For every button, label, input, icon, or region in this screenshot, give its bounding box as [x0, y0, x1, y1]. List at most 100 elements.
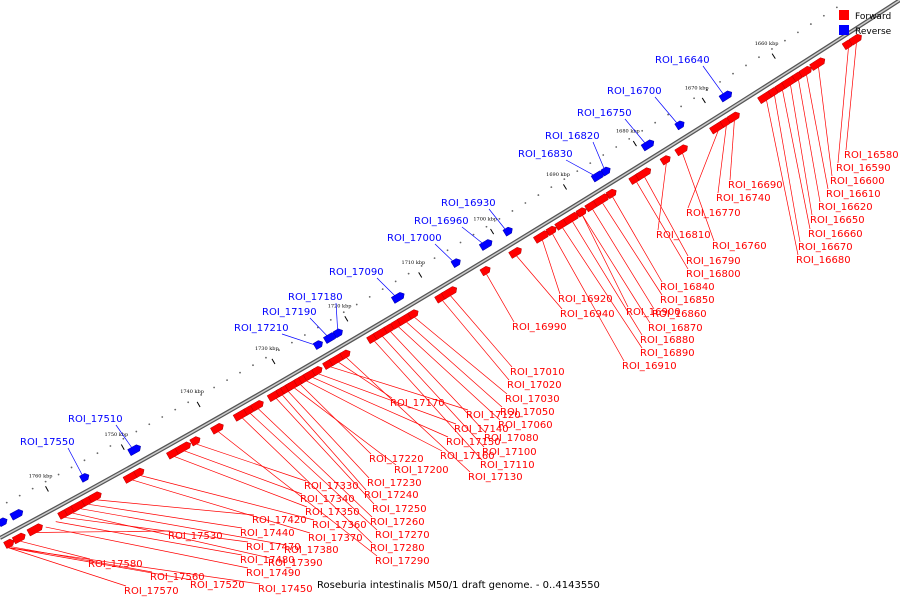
- minor-dot: [148, 423, 151, 426]
- forward-gene-label: ROI_17450: [258, 584, 313, 595]
- forward-leader-line: [581, 214, 651, 324]
- forward-leader-line: [541, 239, 561, 295]
- forward-leader-line: [845, 42, 857, 151]
- minor-dot: [226, 379, 228, 382]
- tick-mark: [562, 184, 567, 190]
- forward-gene: [593, 193, 610, 207]
- forward-gene-label: ROI_17390: [268, 558, 323, 569]
- minor-dot: [252, 364, 254, 367]
- forward-gene: [311, 366, 323, 377]
- forward-gene-label: ROI_17050: [500, 407, 555, 418]
- forward-leader-line: [19, 540, 91, 560]
- forward-gene: [508, 247, 522, 259]
- forward-gene-label: ROI_16760: [712, 241, 767, 252]
- minor-dot: [835, 6, 838, 9]
- forward-leader-line: [798, 79, 821, 203]
- forward-gene-label: ROI_17570: [124, 586, 179, 597]
- forward-gene-label: ROI_17100: [482, 447, 537, 458]
- reverse-gene: [9, 509, 24, 521]
- tick-label: 1730 kbp: [255, 346, 279, 352]
- forward-leader-line: [413, 316, 508, 395]
- forward-gene-label: ROI_16810: [656, 230, 711, 241]
- minor-dot: [44, 480, 47, 483]
- reverse-leader-line: [624, 118, 648, 147]
- minor-dot: [809, 23, 812, 25]
- tick-mark: [45, 485, 49, 492]
- forward-leader-line: [485, 273, 515, 323]
- forward-gene-label: ROI_17130: [468, 472, 523, 483]
- minor-dot: [174, 408, 177, 411]
- forward-leader-line: [79, 508, 287, 546]
- forward-gene-label: ROI_17470: [246, 542, 301, 553]
- reverse-gene: [390, 292, 405, 304]
- minor-dot: [122, 437, 125, 440]
- forward-gene: [562, 211, 580, 226]
- reverse-leader-line: [565, 159, 598, 178]
- forward-gene-label: ROI_16920: [558, 294, 613, 305]
- minor-dot: [368, 295, 371, 298]
- forward-leader-line: [837, 47, 849, 164]
- reverse-gene-label: ROI_17510: [68, 414, 123, 425]
- tick-label: 1680 kbp: [616, 129, 640, 135]
- reverse-gene: [450, 258, 461, 269]
- reverse-leader-line: [702, 65, 726, 98]
- forward-gene: [339, 349, 351, 360]
- minor-dot: [200, 394, 203, 396]
- tick-label: 1690 kbp: [546, 172, 570, 178]
- forward-gene-label: ROI_17160: [440, 451, 495, 462]
- minor-dot: [57, 473, 60, 476]
- forward-gene: [726, 111, 740, 124]
- tick-label: 1760 kbp: [29, 473, 53, 479]
- forward-gene: [848, 33, 862, 46]
- forward-leader-line: [818, 66, 833, 177]
- forward-leader-line: [249, 412, 378, 531]
- minor-dot: [394, 280, 397, 283]
- forward-leader-line: [782, 89, 811, 230]
- forward-gene: [3, 538, 15, 549]
- forward-gene-label: ROI_17370: [308, 533, 363, 544]
- reverse-leader-line: [461, 226, 486, 247]
- gene-labels: ROI_16640 ROI_16700 ROI_16750 ROI_16820 ROI_…: [20, 55, 899, 597]
- reverse-leader-line: [592, 141, 607, 173]
- minor-dot: [291, 341, 293, 344]
- reverse-gene-label: ROI_17210: [234, 323, 289, 334]
- gene-features: [0, 33, 862, 549]
- forward-leader-line: [592, 208, 655, 310]
- forward-gene-label: ROI_17200: [394, 465, 449, 476]
- tick-label: 1750 kbp: [104, 432, 128, 438]
- tick-mark: [771, 53, 776, 59]
- forward-leader-line: [63, 516, 249, 543]
- forward-gene: [575, 207, 587, 218]
- minor-dot: [239, 371, 241, 374]
- forward-leader-line: [9, 546, 153, 573]
- minor-dot: [784, 39, 786, 42]
- forward-gene: [479, 266, 491, 277]
- forward-leader-line: [173, 456, 308, 508]
- forward-gene-label: ROI_17240: [364, 490, 419, 501]
- forward-leader-line: [55, 521, 243, 556]
- minor-dot: [70, 466, 73, 469]
- minor-dot: [446, 249, 449, 252]
- minor-dot: [537, 194, 540, 196]
- forward-leader-line: [602, 202, 663, 296]
- forward-gene-label: ROI_17490: [246, 568, 301, 579]
- forward-leader-line: [139, 475, 315, 521]
- forward-leader-line: [790, 84, 813, 216]
- forward-gene-label: ROI_17520: [190, 580, 245, 591]
- forward-gene-label: ROI_17560: [150, 572, 205, 583]
- forward-gene: [809, 57, 826, 71]
- forward-leader-line: [95, 499, 255, 516]
- forward-gene-label: ROI_17480: [240, 555, 295, 566]
- genome-backbone: [0, 0, 900, 540]
- minor-dot: [329, 318, 332, 321]
- minor-dot: [680, 105, 683, 108]
- forward-leader-line: [281, 394, 367, 491]
- forward-leader-line: [657, 162, 667, 231]
- forward-gene: [11, 532, 26, 545]
- forward-leader-line: [275, 397, 375, 505]
- minor-dot: [303, 334, 306, 336]
- forward-gene-label: ROI_16990: [512, 322, 567, 333]
- minor-dot: [667, 113, 670, 116]
- forward-gene-label: ROI_16660: [808, 229, 863, 240]
